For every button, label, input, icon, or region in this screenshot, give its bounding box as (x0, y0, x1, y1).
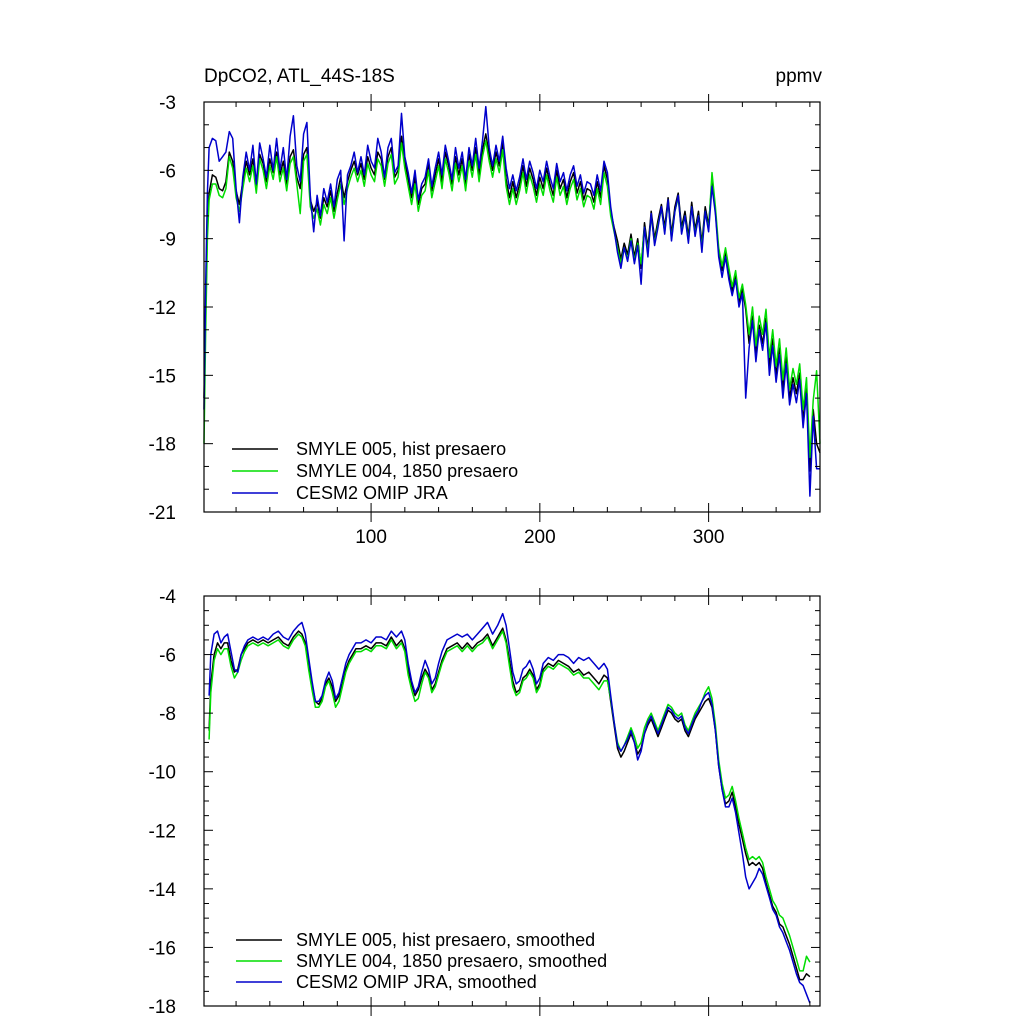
top-panel: DpCO2, ATL_44S-18S ppmv -21 -18 -15 -12 -9 -6… (149, 66, 823, 548)
legend-label-smyle004-smoothed: SMYLE 004, 1850 presaero, smoothed (296, 951, 607, 971)
bottom-panel: -18 -16 -14 -12 -10 -8 -6 -4 SMYLE 005, hist pr… (149, 587, 821, 1018)
top-ticks-layer: -21 -18 -15 -12 -9 -6 -3 100 200 300 (149, 93, 820, 548)
y-tick-label: -21 (149, 503, 176, 524)
y-tick-label: -8 (159, 704, 176, 725)
title-left: DpCO2, ATL_44S-18S (204, 66, 395, 87)
bottom-plot-frame (203, 595, 821, 1007)
bottom-series-layer (208, 612, 811, 1004)
x-tick-label: 100 (355, 527, 387, 548)
bottom-legend: SMYLE 005, hist presaero, smoothed SMYLE… (236, 930, 607, 992)
legend-label-smyle004: SMYLE 004, 1850 presaero (296, 461, 518, 481)
series-line-smyle-004-1850-presaero-smoothed (208, 630, 811, 972)
legend-label-smyle005: SMYLE 005, hist presaero (296, 439, 506, 459)
y-tick-label: -3 (159, 93, 176, 114)
y-tick-label: -12 (149, 298, 176, 319)
y-tick-label: -15 (149, 366, 176, 387)
y-tick-label: -18 (149, 997, 176, 1018)
legend-label-cesm2-smoothed: CESM2 OMIP JRA, smoothed (296, 972, 537, 992)
y-tick-label: -18 (149, 435, 176, 456)
y-tick-label: -6 (159, 646, 176, 667)
top-plot-frame (203, 101, 821, 513)
title-right: ppmv (776, 66, 823, 87)
series-line-cesm2-omip-jra (203, 105, 820, 497)
x-tick-label: 200 (524, 527, 556, 548)
y-tick-label: -9 (159, 230, 176, 251)
y-tick-label: -14 (149, 880, 177, 901)
y-tick-label: -6 (159, 161, 176, 182)
legend-label-smyle005-smoothed: SMYLE 005, hist presaero, smoothed (296, 930, 595, 950)
y-tick-label: -12 (149, 821, 176, 842)
legend-label-cesm2: CESM2 OMIP JRA (296, 483, 448, 503)
series-line-smyle-005-hist-presaero-smoothed (208, 627, 811, 981)
y-tick-label: -4 (159, 587, 176, 608)
x-tick-label: 300 (693, 527, 725, 548)
bottom-ticks-layer: -18 -16 -14 -12 -10 -8 -6 -4 (149, 587, 820, 1018)
series-line-cesm2-omip-jra-smoothed (208, 612, 811, 1004)
y-tick-label: -16 (149, 938, 176, 959)
y-tick-label: -10 (149, 763, 176, 784)
top-series-layer (203, 105, 821, 497)
top-legend: SMYLE 005, hist presaero SMYLE 004, 1850… (232, 439, 518, 503)
